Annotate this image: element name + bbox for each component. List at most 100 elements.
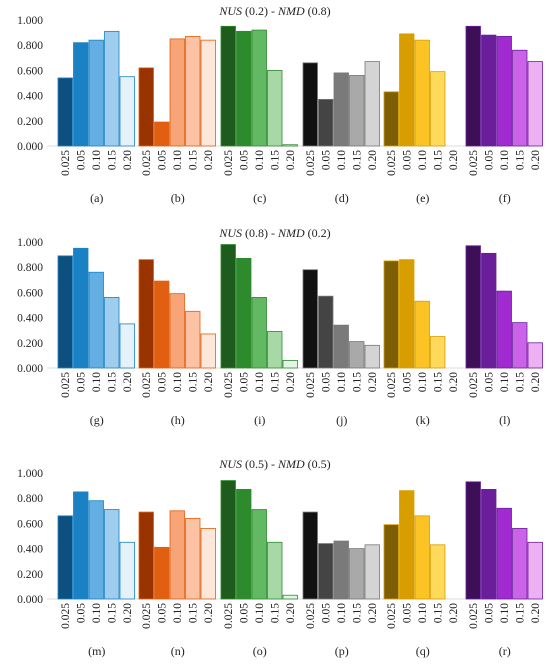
bar-d-3 <box>349 75 365 147</box>
bar-c-1 <box>236 30 252 147</box>
bar-a-2 <box>88 39 104 147</box>
chart-title-part: NMD <box>277 457 305 471</box>
bar-j-2 <box>333 324 349 369</box>
x-tick-label: 0.15 <box>432 603 444 623</box>
x-tick-label: 0.15 <box>106 603 118 623</box>
panel-label: (j) <box>336 413 347 427</box>
bar-q-2 <box>414 515 430 600</box>
bar-e-0 <box>383 91 399 147</box>
x-tick-label: 0.05 <box>320 372 332 392</box>
x-tick-label: 0.025 <box>141 603 153 629</box>
bar-j-1 <box>318 295 334 369</box>
bar-m-2 <box>88 500 104 600</box>
x-tick-label: 0.10 <box>91 150 103 170</box>
y-tick-label: 0.200 <box>17 569 43 581</box>
bar-f-2 <box>496 35 512 147</box>
bar-h-1 <box>154 280 170 369</box>
bar-a-1 <box>73 42 89 147</box>
panel-label: (c) <box>253 191 266 205</box>
panel-label: (a) <box>90 191 103 205</box>
bar-h-0 <box>138 259 154 369</box>
bar-d-2 <box>333 72 349 147</box>
panel-label: (l) <box>499 413 510 427</box>
x-tick-label: 0.025 <box>386 150 398 176</box>
y-tick-label: 0.800 <box>17 493 43 505</box>
x-tick-label: 0.20 <box>203 150 215 170</box>
x-tick-label: 0.20 <box>448 150 460 170</box>
x-tick-label: 0.20 <box>203 372 215 392</box>
chart-title: NUS (0.8) - NMD (0.2) <box>218 226 330 240</box>
y-tick-label: 0.400 <box>17 544 43 556</box>
bar-a-3 <box>104 30 120 147</box>
bar-r-2 <box>496 507 512 600</box>
x-tick-label: 0.20 <box>285 372 297 392</box>
panel-label: (b) <box>171 191 185 205</box>
x-tick-label: 0.025 <box>468 372 480 398</box>
x-tick-label: 0.05 <box>483 372 495 392</box>
bar-e-2 <box>414 39 430 147</box>
bar-r-4 <box>527 541 543 600</box>
bar-l-4 <box>527 342 543 369</box>
panel-label: (r) <box>499 644 511 658</box>
x-tick-label: 0.15 <box>514 372 526 392</box>
panel-label: (d) <box>335 191 349 205</box>
bar-b-1 <box>154 121 170 147</box>
x-tick-label: 0.025 <box>305 603 317 629</box>
bar-m-4 <box>119 541 135 600</box>
bar-n-3 <box>185 517 201 600</box>
x-tick-label: 0.15 <box>269 603 281 623</box>
x-tick-label: 0.10 <box>336 603 348 623</box>
panel-label: (n) <box>171 644 185 658</box>
bar-n-4 <box>200 528 216 600</box>
x-tick-label: 0.025 <box>305 150 317 176</box>
x-tick-label: 0.025 <box>223 603 235 629</box>
x-tick-label: 0.20 <box>122 603 134 623</box>
x-tick-label: 0.025 <box>468 150 480 176</box>
x-tick-label: 0.10 <box>336 372 348 392</box>
y-tick-label: 1.000 <box>17 468 43 480</box>
bar-l-1 <box>481 252 497 369</box>
x-tick-label: 0.20 <box>203 603 215 623</box>
bar-r-1 <box>481 488 497 600</box>
bar-b-4 <box>200 39 216 147</box>
x-tick-label: 0.20 <box>448 372 460 392</box>
bar-a-4 <box>119 76 135 147</box>
bar-q-0 <box>383 524 399 600</box>
x-tick-label: 0.15 <box>269 372 281 392</box>
bar-e-3 <box>430 71 446 147</box>
x-tick-label: 0.05 <box>401 603 413 623</box>
x-tick-label: 0.10 <box>254 150 266 170</box>
bar-j-4 <box>364 344 380 369</box>
bar-h-3 <box>185 310 201 369</box>
x-tick-label: 0.10 <box>172 372 184 392</box>
panel-label: (p) <box>335 644 349 658</box>
x-tick-label: 0.10 <box>417 372 429 392</box>
x-tick-label: 0.05 <box>156 603 168 623</box>
x-tick-label: 0.025 <box>141 372 153 398</box>
panel-label: (m) <box>88 644 105 658</box>
x-tick-label: 0.20 <box>122 372 134 392</box>
bar-i-0 <box>220 244 236 369</box>
bar-i-3 <box>267 331 283 369</box>
x-tick-label: 0.20 <box>367 603 379 623</box>
x-tick-label: 0.15 <box>432 372 444 392</box>
x-tick-label: 0.10 <box>417 603 429 623</box>
x-tick-label: 0.05 <box>238 372 250 392</box>
bar-q-3 <box>430 544 446 600</box>
x-tick-label: 0.05 <box>75 372 87 392</box>
x-tick-label: 0.05 <box>75 150 87 170</box>
x-tick-label: 0.20 <box>122 150 134 170</box>
bar-k-3 <box>430 336 446 369</box>
x-tick-label: 0.15 <box>351 372 363 392</box>
chart-title-part: NUS <box>218 457 242 471</box>
bar-c-4 <box>282 144 298 147</box>
x-tick-label: 0.10 <box>254 372 266 392</box>
bar-i-1 <box>236 257 252 369</box>
panel-label: (k) <box>416 413 430 427</box>
x-tick-label: 0.15 <box>106 150 118 170</box>
panel-label: (e) <box>416 191 429 205</box>
x-tick-label: 0.05 <box>483 603 495 623</box>
x-tick-label: 0.025 <box>60 603 72 629</box>
bar-r-0 <box>465 481 481 600</box>
x-tick-label: 0.15 <box>514 603 526 623</box>
